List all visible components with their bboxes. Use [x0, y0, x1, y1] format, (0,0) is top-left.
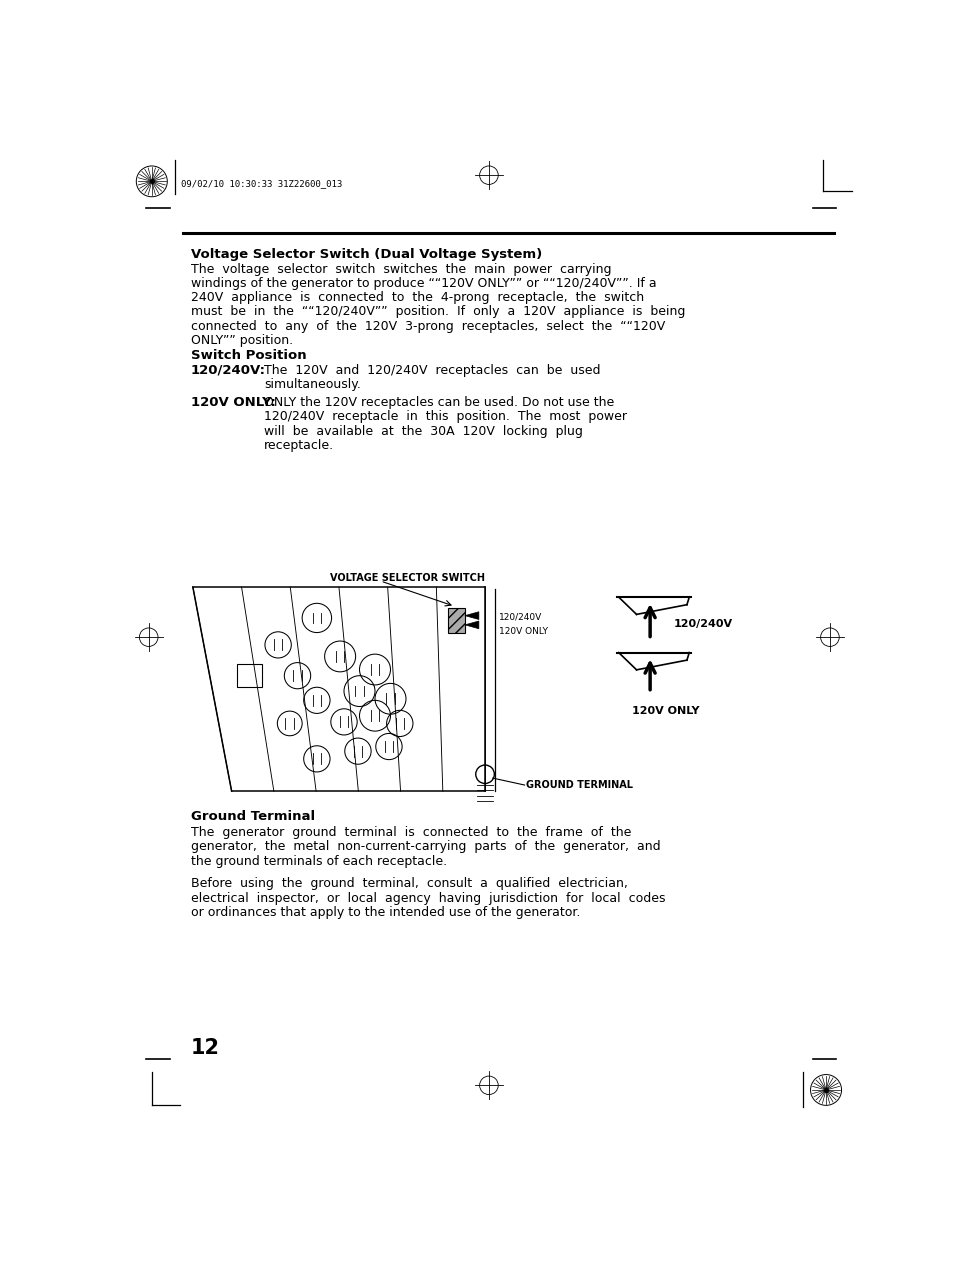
Text: 120/240V: 120/240V: [498, 613, 541, 622]
Text: 09/02/10 10:30:33 31Z22600_013: 09/02/10 10:30:33 31Z22600_013: [181, 179, 342, 188]
Text: generator,  the  metal  non-current-carrying  parts  of  the  generator,  and: generator, the metal non-current-carryin…: [191, 840, 659, 854]
Text: simultaneously.: simultaneously.: [264, 378, 360, 391]
Text: The  generator  ground  terminal  is  connected  to  the  frame  of  the: The generator ground terminal is connect…: [191, 826, 630, 839]
Text: Before  using  the  ground  terminal,  consult  a  qualified  electrician,: Before using the ground terminal, consul…: [191, 878, 627, 890]
Bar: [236, 665, 261, 687]
Text: 120/240V: 120/240V: [673, 619, 732, 629]
Polygon shape: [464, 620, 478, 629]
Text: will  be  available  at  the  30A  120V  locking  plug: will be available at the 30A 120V lockin…: [264, 425, 582, 438]
Text: 240V  appliance  is  connected  to  the  4-prong  receptacle,  the  switch: 240V appliance is connected to the 4-pro…: [191, 291, 643, 304]
Text: the ground terminals of each receptacle.: the ground terminals of each receptacle.: [191, 855, 446, 868]
Text: or ordinances that apply to the intended use of the generator.: or ordinances that apply to the intended…: [191, 905, 579, 919]
Text: The  120V  and  120/240V  receptacles  can  be  used: The 120V and 120/240V receptacles can be…: [264, 363, 600, 377]
Text: 120/240V  receptacle  in  this  position.  The  most  power: 120/240V receptacle in this position. Th…: [264, 410, 626, 424]
Text: must  be  in  the  ““120/240V””  position.  If  only  a  120V  appliance  is  be: must be in the ““120/240V”” position. If…: [191, 305, 684, 318]
Text: Switch Position: Switch Position: [191, 349, 306, 362]
Text: 120V ONLY: 120V ONLY: [498, 627, 547, 636]
Text: 120V ONLY:: 120V ONLY:: [191, 396, 275, 409]
Text: connected  to  any  of  the  120V  3-prong  receptacles,  select  the  ““120V: connected to any of the 120V 3-prong rec…: [191, 319, 664, 333]
Text: ONLY”” position.: ONLY”” position.: [191, 334, 293, 347]
Text: 12: 12: [191, 1038, 219, 1058]
Text: electrical  inspector,  or  local  agency  having  jurisdiction  for  local  cod: electrical inspector, or local agency ha…: [191, 892, 664, 904]
Text: Ground Terminal: Ground Terminal: [191, 811, 314, 823]
Text: GROUND TERMINAL: GROUND TERMINAL: [525, 781, 633, 791]
Text: receptacle.: receptacle.: [264, 439, 334, 451]
Text: windings of the generator to produce ““120V ONLY”” or ““120/240V””. If a: windings of the generator to produce ““1…: [191, 276, 656, 290]
Text: The  voltage  selector  switch  switches  the  main  power  carrying: The voltage selector switch switches the…: [191, 262, 611, 275]
Text: VOLTAGE SELECTOR SWITCH: VOLTAGE SELECTOR SWITCH: [330, 574, 484, 584]
Bar: [447, 608, 464, 633]
Text: Voltage Selector Switch (Dual Voltage System): Voltage Selector Switch (Dual Voltage Sy…: [191, 247, 541, 261]
Text: 120/240V:: 120/240V:: [191, 363, 265, 377]
Polygon shape: [464, 612, 478, 619]
Text: ONLY the 120V receptacles can be used. Do not use the: ONLY the 120V receptacles can be used. D…: [264, 396, 614, 409]
Text: 120V ONLY: 120V ONLY: [632, 706, 700, 716]
